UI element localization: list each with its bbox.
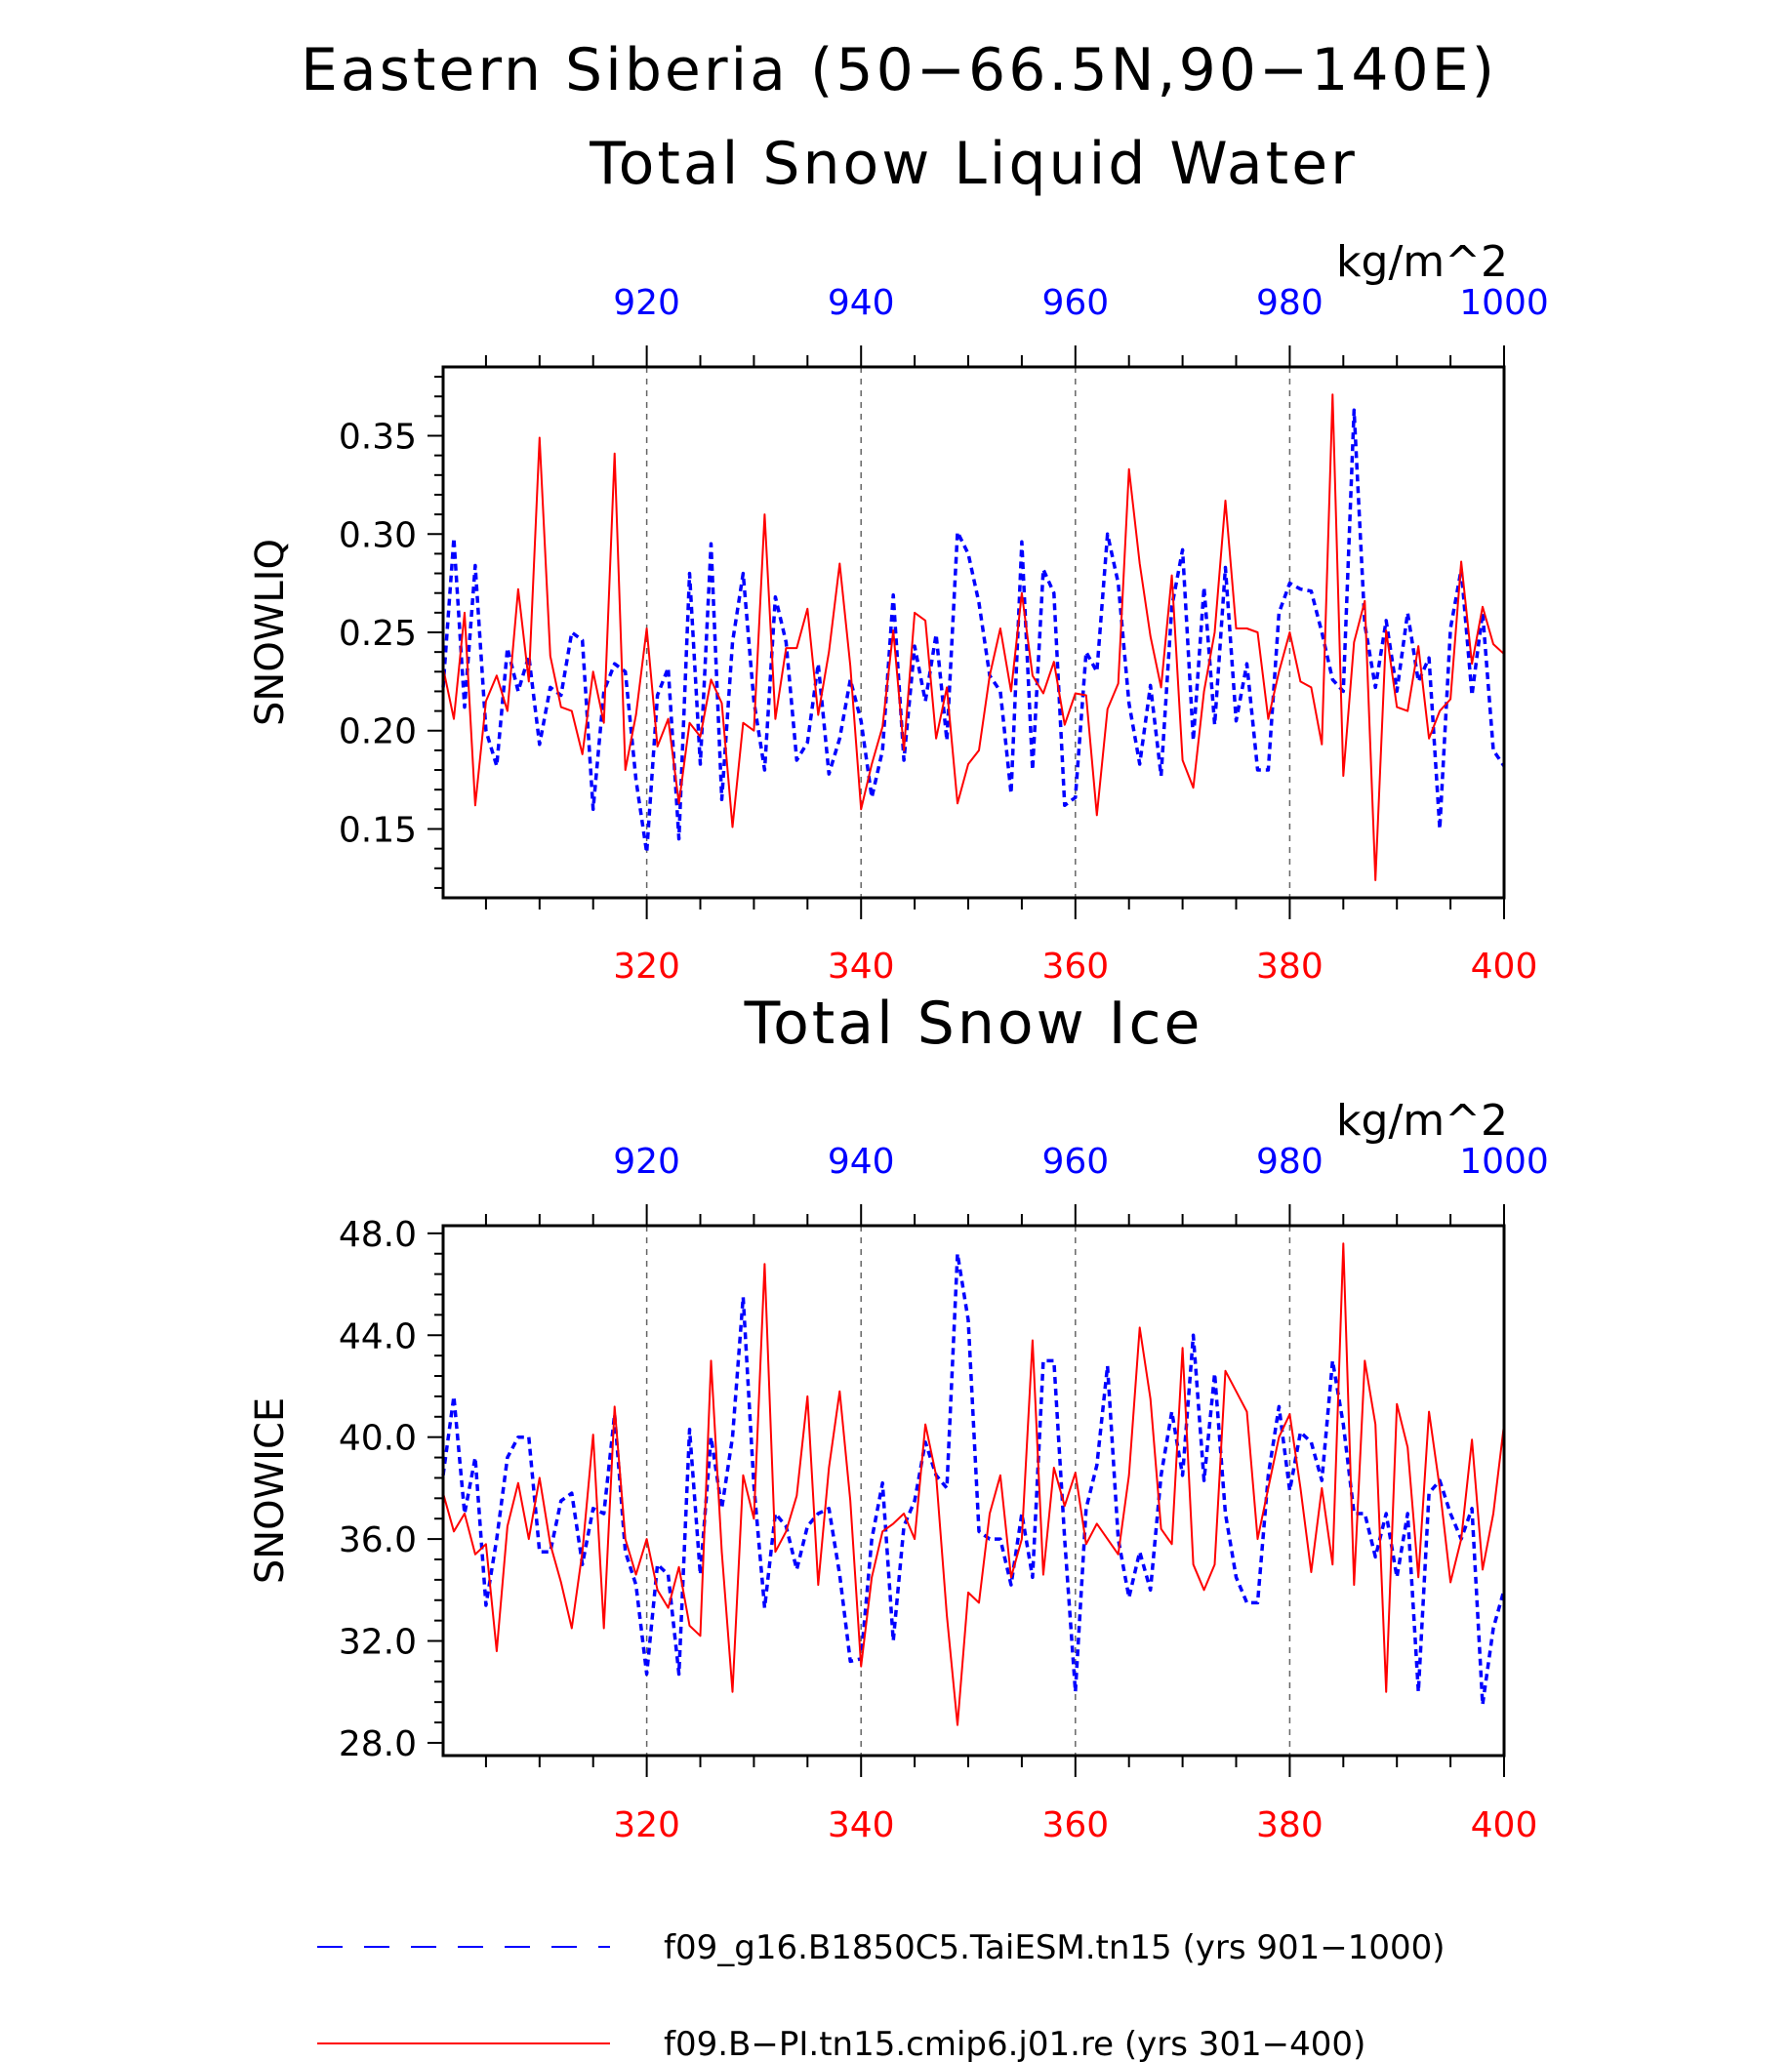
snowliq-ytick-label: 0.15 — [339, 810, 417, 850]
snowice-xtick-label-bottom: 340 — [828, 1805, 895, 1845]
snowliq-xtick-label-top: 980 — [1256, 283, 1324, 323]
legend-label-taiesm: f09_g16.B1850C5.TaiESM.tn15 (yrs 901−100… — [664, 1928, 1446, 1967]
snowice-ytick-label: 32.0 — [339, 1623, 417, 1663]
snowice-series-taiesm-line — [441, 1251, 1506, 1707]
snowice-xtick-label-top: 960 — [1041, 1142, 1109, 1182]
snowice-ytick-label: 28.0 — [339, 1724, 417, 1764]
legend-label-cmip6: f09.B−PI.tn15.cmip6.j01.re (yrs 301−400) — [664, 2025, 1365, 2062]
snowice-xtick-label-top: 940 — [828, 1142, 895, 1182]
legend-item-taiesm: f09_g16.B1850C5.TaiESM.tn15 (yrs 901−100… — [317, 1928, 1446, 1967]
snowliq-series-taiesm-line — [441, 408, 1506, 855]
snowliq-xtick-label-top: 1000 — [1459, 283, 1549, 323]
snowliq-ytick-label: 0.30 — [339, 515, 417, 555]
panel-snowice: Total Snow Ice kg/m^2 28.0 32.0 36.0 40.0 44.0… — [248, 990, 1549, 1845]
snowice-xtick-label-top: 920 — [613, 1142, 680, 1182]
legend-item-cmip6: f09.B−PI.tn15.cmip6.j01.re (yrs 301−400) — [317, 2025, 1365, 2062]
snowliq-series-cmip6-line — [442, 393, 1505, 881]
snowliq-units-label: kg/m^2 — [1336, 237, 1508, 287]
snowliq-xtick-label-top: 920 — [613, 283, 680, 323]
snowice-xtick-label-bottom: 320 — [613, 1805, 680, 1845]
snowliq-title: Total Snow Liquid Water — [589, 130, 1358, 198]
snowliq-ylabel: SNOWLIQ — [248, 539, 293, 726]
snowliq-ytick-label: 0.25 — [339, 614, 417, 654]
snowliq-xtick-label-bottom: 320 — [613, 947, 680, 987]
snowice-xtick-label-bottom: 400 — [1471, 1805, 1538, 1845]
snowice-series-cmip6-line — [442, 1242, 1505, 1726]
snowliq-ytick-label: 0.20 — [339, 712, 417, 752]
panel-snowliq: Total Snow Liquid Water kg/m^2 0.15 0.20 0.2… — [248, 130, 1549, 987]
snowice-xtick-label-top: 1000 — [1459, 1142, 1549, 1182]
snowice-plot-frame — [441, 1224, 1506, 1758]
snowliq-xtick-label-bottom: 400 — [1471, 947, 1538, 987]
snowice-xtick-label-top: 980 — [1256, 1142, 1324, 1182]
snowice-title: Total Snow Ice — [744, 990, 1203, 1058]
snowice-ytick-label: 40.0 — [339, 1419, 417, 1459]
snowliq-xtick-label-top: 940 — [828, 283, 895, 323]
snowliq-ytick-label: 0.35 — [339, 418, 417, 458]
snowice-ylabel: SNOWICE — [248, 1397, 293, 1584]
legend: f09_g16.B1850C5.TaiESM.tn15 (yrs 901−100… — [317, 1928, 1446, 2062]
snowliq-xtick-label-bottom: 380 — [1256, 947, 1324, 987]
snowliq-xtick-label-bottom: 360 — [1041, 947, 1109, 987]
snowice-units-label: kg/m^2 — [1336, 1096, 1508, 1146]
snowliq-xtick-label-bottom: 340 — [828, 947, 895, 987]
snowice-ytick-label: 36.0 — [339, 1520, 417, 1560]
snowice-ytick-label: 48.0 — [339, 1215, 417, 1255]
snowice-xtick-label-bottom: 380 — [1256, 1805, 1324, 1845]
figure-title: Eastern Siberia (50−66.5N,90−140E) — [301, 36, 1497, 104]
snowice-xtick-label-bottom: 360 — [1041, 1805, 1109, 1845]
snowice-ytick-label: 44.0 — [339, 1316, 417, 1356]
snowliq-xtick-label-top: 960 — [1041, 283, 1109, 323]
